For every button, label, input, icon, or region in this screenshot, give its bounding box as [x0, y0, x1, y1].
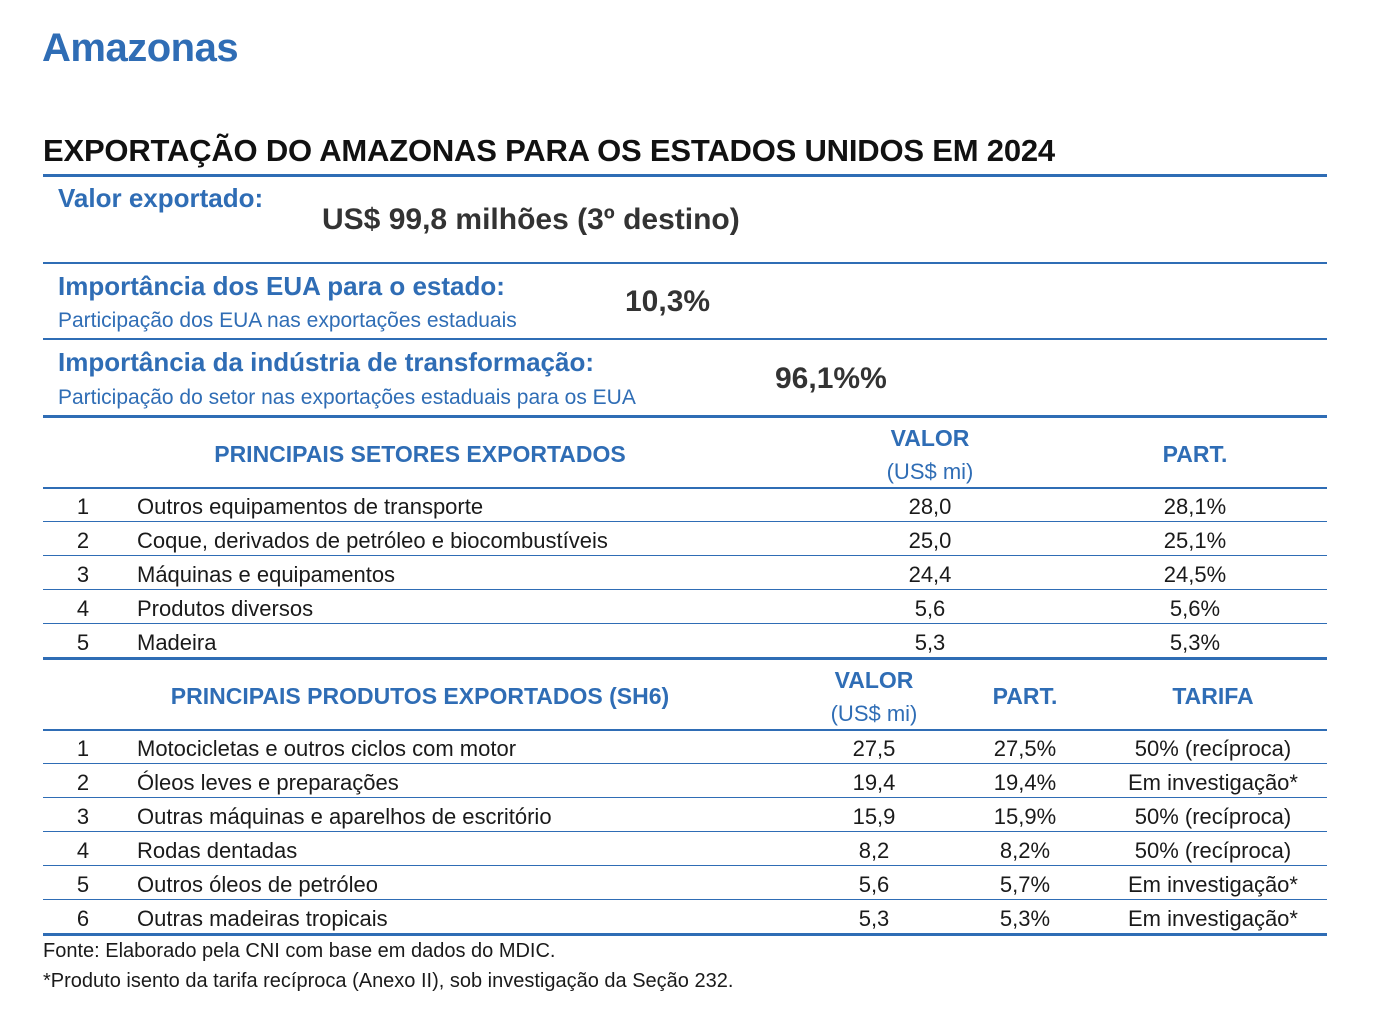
- product-tarifa: 50% (recíproca): [1134, 804, 1292, 829]
- row-divider: [43, 555, 1327, 556]
- product-name: Óleos leves e preparações: [137, 770, 399, 795]
- sector-name: Coque, derivados de petróleo e biocombus…: [137, 528, 608, 553]
- product-part: 5,3%: [999, 906, 1051, 931]
- product-rank: 5: [76, 872, 90, 897]
- row-divider: [43, 865, 1327, 866]
- product-rank: 1: [76, 736, 90, 761]
- sector-valor: 5,6: [914, 596, 946, 621]
- products-header-part: PART.: [992, 683, 1058, 709]
- product-valor: 15,9: [852, 804, 896, 829]
- importancia-industria-sub: Participação do setor nas exportações es…: [58, 386, 636, 409]
- product-part: 8,2%: [999, 838, 1051, 863]
- row-divider: [43, 899, 1327, 900]
- product-part: 15,9%: [993, 804, 1057, 829]
- sector-valor: 5,3: [914, 630, 946, 655]
- product-tarifa: Em investigação*: [1128, 770, 1298, 795]
- row-divider: [43, 623, 1327, 624]
- product-name: Motocicletas e outros ciclos com motor: [137, 736, 517, 761]
- divider: [43, 933, 1327, 936]
- row-divider: [43, 831, 1327, 832]
- sectors-header-valor: VALOR: [890, 425, 970, 451]
- sector-rank: 1: [76, 494, 90, 519]
- page-title: EXPORTAÇÃO DO AMAZONAS PARA OS ESTADOS U…: [43, 133, 1055, 168]
- product-tarifa: Em investigação*: [1128, 872, 1298, 897]
- products-header-title: PRINCIPAIS PRODUTOS EXPORTADOS (SH6): [170, 683, 670, 709]
- sector-name: Madeira: [137, 630, 217, 655]
- divider: [43, 657, 1327, 660]
- divider: [43, 729, 1327, 731]
- product-rank: 3: [76, 804, 90, 829]
- sector-part: 5,3%: [1169, 630, 1221, 655]
- valor-exportado-value: US$ 99,8 milhões (3º destino): [322, 203, 740, 236]
- sector-valor: 28,0: [908, 494, 952, 519]
- product-valor: 5,6: [858, 872, 890, 897]
- sector-valor: 25,0: [908, 528, 952, 553]
- product-rank: 4: [76, 838, 90, 863]
- product-valor: 19,4: [852, 770, 896, 795]
- product-part: 5,7%: [999, 872, 1051, 897]
- sector-rank: 3: [76, 562, 90, 587]
- row-divider: [43, 589, 1327, 590]
- product-valor: 5,3: [858, 906, 890, 931]
- product-name: Rodas dentadas: [137, 838, 298, 863]
- source-note: Fonte: Elaborado pela CNI com base em da…: [43, 940, 556, 962]
- sector-part: 24,5%: [1163, 562, 1227, 587]
- sector-name: Máquinas e equipamentos: [137, 562, 396, 587]
- divider: [43, 487, 1327, 489]
- product-rank: 6: [76, 906, 90, 931]
- sector-part: 28,1%: [1163, 494, 1227, 519]
- footnote: *Produto isento da tarifa recíproca (Ane…: [43, 970, 734, 992]
- products-header-valor: VALOR: [834, 667, 914, 693]
- products-header-valor-unit: (US$ mi): [830, 701, 918, 726]
- row-divider: [43, 797, 1327, 798]
- product-tarifa: Em investigação*: [1128, 906, 1298, 931]
- importancia-eua-sub: Participação dos EUA nas exportações est…: [58, 309, 517, 332]
- divider: [43, 262, 1327, 264]
- sector-rank: 2: [76, 528, 90, 553]
- product-tarifa: 50% (recíproca): [1134, 838, 1292, 863]
- importancia-industria-label: Importância da indústria de transformaçã…: [58, 347, 595, 377]
- sector-rank: 5: [76, 630, 90, 655]
- product-part: 27,5%: [993, 736, 1057, 761]
- sectors-header-part: PART.: [1162, 441, 1228, 467]
- sectors-header-valor-unit: (US$ mi): [886, 459, 974, 484]
- row-divider: [43, 763, 1327, 764]
- sector-valor: 24,4: [908, 562, 952, 587]
- sector-name: Outros equipamentos de transporte: [137, 494, 484, 519]
- product-tarifa: 50% (recíproca): [1134, 736, 1292, 761]
- valor-exportado-label: Valor exportado:: [58, 183, 264, 213]
- sector-part: 5,6%: [1169, 596, 1221, 621]
- divider: [43, 415, 1327, 418]
- divider: [43, 338, 1327, 340]
- importancia-eua-label: Importância dos EUA para o estado:: [58, 271, 505, 301]
- product-part: 19,4%: [993, 770, 1057, 795]
- divider: [43, 174, 1327, 177]
- product-name: Outras máquinas e aparelhos de escritóri…: [137, 804, 552, 829]
- row-divider: [43, 521, 1327, 522]
- state-title: Amazonas: [42, 26, 239, 70]
- product-name: Outros óleos de petróleo: [137, 872, 378, 897]
- sector-rank: 4: [76, 596, 90, 621]
- product-name: Outras madeiras tropicais: [137, 906, 388, 931]
- sectors-header-title: PRINCIPAIS SETORES EXPORTADOS: [214, 441, 626, 467]
- importancia-eua-value: 10,3%: [625, 285, 711, 318]
- product-rank: 2: [76, 770, 90, 795]
- sector-part: 25,1%: [1163, 528, 1227, 553]
- importancia-industria-value: 96,1%%: [775, 362, 887, 395]
- product-valor: 27,5: [852, 736, 896, 761]
- sector-name: Produtos diversos: [137, 596, 314, 621]
- product-valor: 8,2: [858, 838, 890, 863]
- products-header-tarifa: TARIFA: [1172, 683, 1254, 709]
